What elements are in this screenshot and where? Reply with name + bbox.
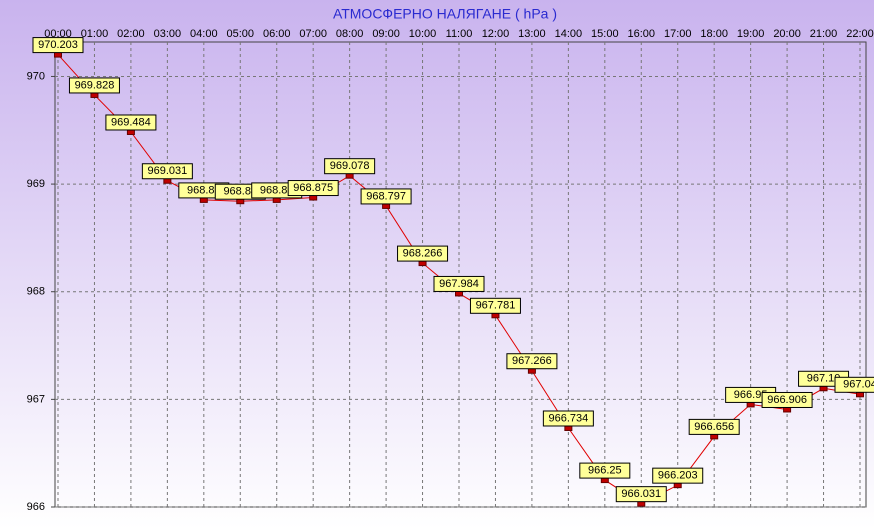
data-label: 969.828: [75, 79, 115, 91]
data-label: 967.781: [476, 300, 516, 312]
data-label: 968.84: [223, 186, 257, 198]
label-box: [397, 245, 449, 262]
x-tick-label: 10:00: [409, 28, 437, 40]
label-box: [542, 410, 594, 427]
x-tick-label: 04:00: [190, 28, 218, 40]
chart-title: АТМОСФЕРНО НАЛЯГАНЕ ( hPa ): [333, 6, 557, 22]
data-label: 968.266: [403, 247, 443, 259]
y-tick-label: 969: [27, 178, 45, 190]
x-tick-label: 20:00: [773, 28, 801, 40]
x-tick-label: 21:00: [810, 28, 838, 40]
x-tick-label: 08:00: [336, 28, 364, 40]
data-label: 968.875: [293, 182, 333, 194]
data-label: 966.656: [694, 421, 734, 433]
data-label: 966.031: [621, 488, 661, 500]
label-box: [579, 462, 631, 479]
label-box: [105, 114, 157, 131]
x-tick-label: 22:00: [846, 28, 874, 40]
x-tick-label: 19:00: [737, 28, 765, 40]
x-tick-label: 09:00: [372, 28, 400, 40]
x-tick-label: 06:00: [263, 28, 291, 40]
label-box: [761, 391, 813, 408]
data-label: 967.10: [807, 373, 841, 385]
y-tick-label: 968: [27, 286, 45, 298]
data-label: 969.484: [111, 116, 151, 128]
label-box: [688, 418, 740, 435]
data-label: 966.95: [734, 389, 768, 401]
data-label: 968.85: [260, 184, 294, 196]
x-tick-label: 01:00: [81, 28, 109, 40]
x-tick-label: 02:00: [117, 28, 145, 40]
data-label: 970.203: [38, 39, 78, 51]
data-label: 968.797: [366, 190, 406, 202]
y-tick-label: 967: [27, 393, 45, 405]
x-tick-label: 05:00: [227, 28, 255, 40]
label-box: [360, 188, 412, 205]
x-tick-label: 17:00: [664, 28, 692, 40]
data-label: 969.078: [330, 160, 370, 172]
data-label: 967.984: [439, 278, 479, 290]
label-box: [324, 158, 376, 175]
y-tick-label: 970: [27, 70, 45, 82]
data-label: 966.734: [548, 412, 588, 424]
x-tick-label: 15:00: [591, 28, 619, 40]
label-box: [469, 297, 521, 314]
x-tick-label: 14:00: [555, 28, 583, 40]
x-tick-label: 11:00: [446, 28, 473, 40]
label-box: [141, 163, 193, 180]
label-box: [652, 467, 704, 484]
label-box: [615, 486, 667, 503]
data-label: 966.25: [588, 464, 622, 476]
x-tick-label: 18:00: [700, 28, 728, 40]
y-tick-label: 966: [27, 501, 45, 513]
label-box: [68, 77, 120, 94]
label-box: [433, 275, 485, 292]
x-tick-label: 07:00: [299, 28, 327, 40]
data-label: 969.031: [147, 165, 187, 177]
data-label: 966.906: [767, 394, 807, 406]
x-tick-label: 00:00: [44, 28, 72, 40]
label-box: [506, 353, 558, 370]
label-box: [32, 37, 84, 54]
data-label: 967.04: [843, 379, 874, 391]
plot-frame: [54, 41, 867, 508]
data-label: 966.203: [658, 470, 698, 482]
x-tick-label: 13:00: [518, 28, 546, 40]
x-tick-label: 03:00: [154, 28, 182, 40]
x-tick-label: 16:00: [628, 28, 656, 40]
data-label: 967.266: [512, 355, 552, 367]
data-label: 968.85: [187, 184, 221, 196]
label-box: [287, 180, 339, 197]
label-box: [834, 376, 874, 393]
x-tick-label: 12:00: [482, 28, 510, 40]
